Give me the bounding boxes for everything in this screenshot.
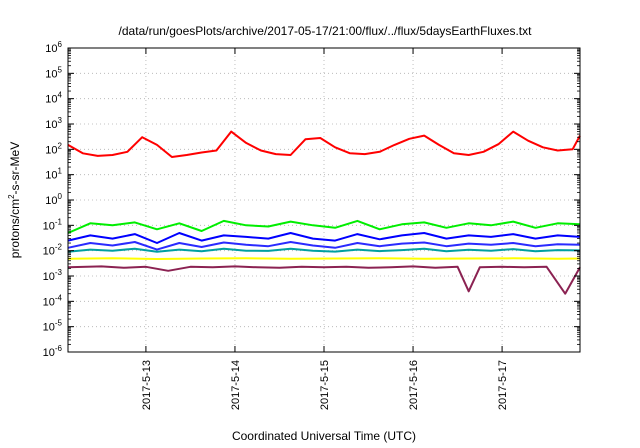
- y-tick-label: 10-6: [43, 344, 63, 359]
- y-tick-base: 10: [43, 322, 55, 334]
- y-tick-exponent: -3: [55, 268, 63, 277]
- x-tick-label: 2017-5-17: [497, 360, 509, 410]
- x-axis-title: Coordinated Universal Time (UTC): [232, 429, 416, 443]
- series-line-3: [67, 241, 581, 251]
- y-axis-title-sup: 2: [7, 194, 16, 199]
- y-tick-labels: 10-610-510-410-310-210-11001011021031041…: [43, 40, 63, 359]
- y-tick-base: 10: [45, 119, 57, 131]
- y-axis-title: protons/cm2-s-sr-MeV: [7, 142, 22, 258]
- series-line-4: [67, 247, 581, 253]
- y-tick-exponent: -5: [55, 319, 63, 328]
- tick-marks: [68, 47, 580, 353]
- y-tick-exponent: -4: [55, 293, 63, 302]
- x-tick-label: 2017-5-16: [408, 360, 420, 410]
- y-tick-base: 10: [45, 68, 57, 80]
- y-tick-label: 100: [45, 192, 62, 207]
- x-tick-label: 2017-5-13: [141, 360, 153, 410]
- series-layer: [67, 130, 581, 295]
- series-line-2: [67, 232, 581, 244]
- y-tick-exponent: 6: [58, 40, 63, 49]
- y-tick-exponent: 2: [58, 141, 63, 150]
- y-axis-title-rest: -s-sr-MeV: [8, 142, 22, 195]
- y-tick-base: 10: [45, 94, 57, 106]
- chart-title: /data/run/goesPlots/archive/2017-05-17/2…: [119, 24, 533, 38]
- y-tick-exponent: 3: [58, 116, 63, 125]
- y-axis-title-base: protons/cm: [8, 199, 22, 258]
- y-tick-label: 102: [45, 141, 62, 156]
- y-tick-base: 10: [43, 246, 55, 258]
- x-tick-labels: 2017-5-13 2017-5-14 2017-5-15 2017-5-16 2017…: [141, 360, 509, 410]
- y-tick-label: 105: [45, 65, 62, 80]
- y-tick-base: 10: [45, 195, 57, 207]
- y-tick-label: 10-5: [43, 319, 63, 334]
- y-tick-label: 104: [45, 91, 62, 106]
- y-tick-label: 10-4: [43, 293, 63, 308]
- y-tick-label: 10-1: [43, 217, 63, 232]
- y-tick-exponent: -1: [55, 217, 63, 226]
- y-tick-base: 10: [45, 144, 57, 156]
- x-tick-label: 2017-5-15: [319, 360, 331, 410]
- y-tick-base: 10: [43, 220, 55, 232]
- series-line-0: [67, 130, 581, 158]
- y-tick-base: 10: [45, 170, 57, 182]
- series-line-1: [67, 219, 581, 234]
- x-tick-label: 2017-5-14: [230, 360, 242, 410]
- y-tick-label: 10-3: [43, 268, 63, 283]
- y-tick-exponent: 1: [58, 167, 63, 176]
- series-line-5: [67, 257, 581, 260]
- y-tick-base: 10: [43, 347, 55, 359]
- y-tick-exponent: -2: [55, 243, 63, 252]
- y-tick-base: 10: [45, 43, 57, 55]
- y-tick-exponent: 4: [58, 91, 63, 100]
- y-tick-exponent: 5: [58, 65, 63, 74]
- y-tick-label: 10-2: [43, 243, 63, 258]
- y-tick-label: 101: [45, 167, 62, 182]
- y-tick-exponent: -6: [55, 344, 63, 353]
- y-tick-exponent: 0: [58, 192, 63, 201]
- y-tick-base: 10: [43, 271, 55, 283]
- y-tick-label: 103: [45, 116, 62, 131]
- series-line-6: [67, 265, 581, 295]
- y-tick-label: 106: [45, 40, 62, 55]
- y-tick-base: 10: [43, 296, 55, 308]
